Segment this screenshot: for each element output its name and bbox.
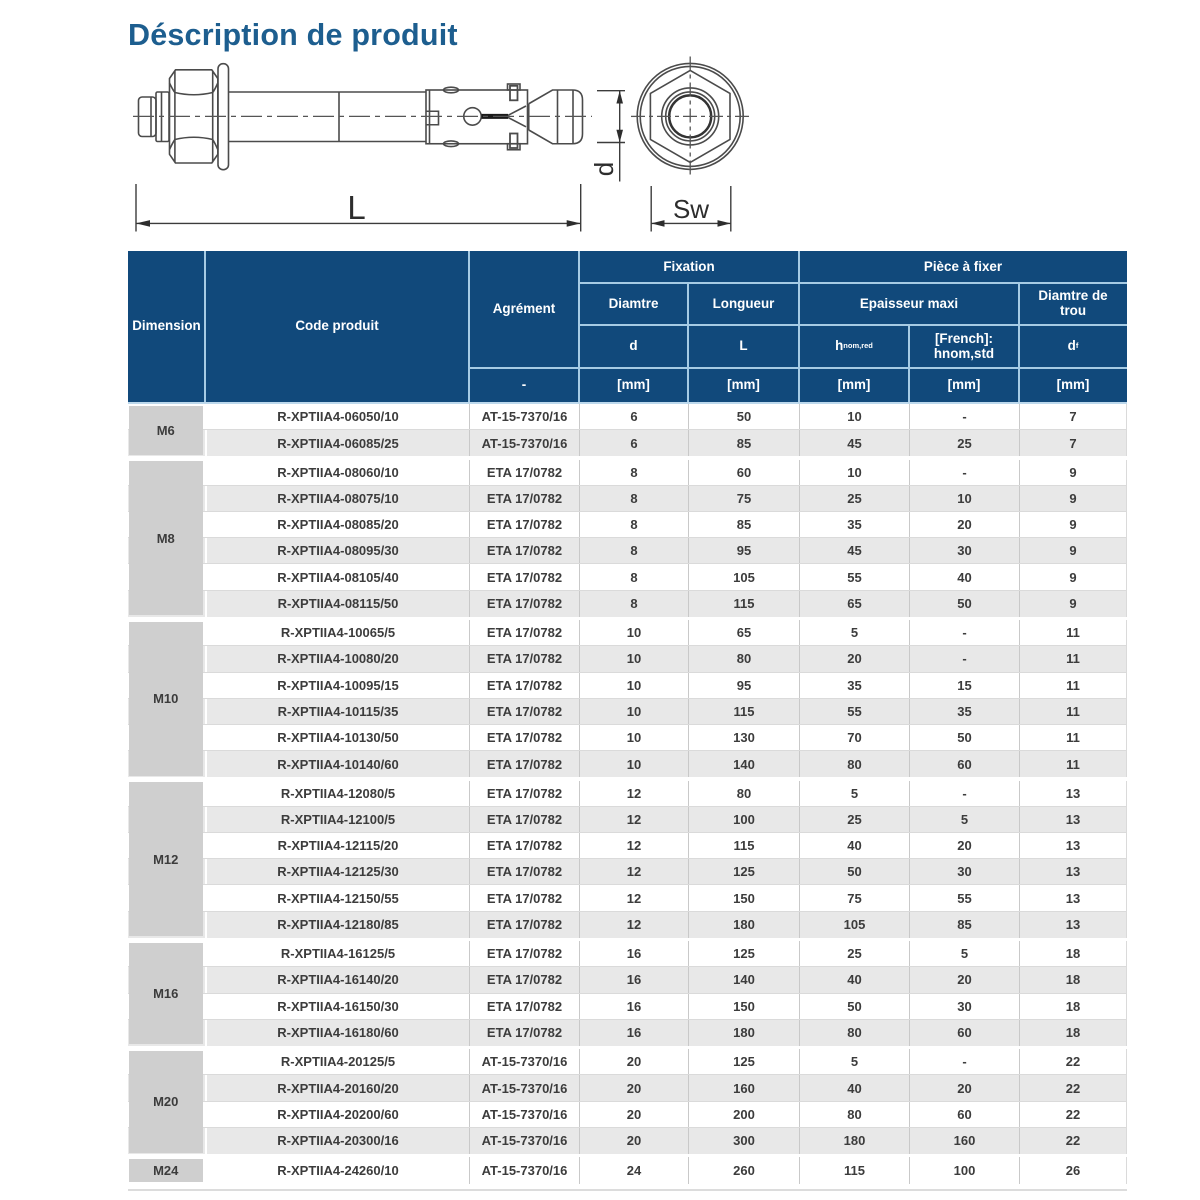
svg-text:d: d xyxy=(589,162,619,176)
svg-text:L: L xyxy=(347,189,365,226)
svg-text:Sw: Sw xyxy=(673,194,709,224)
